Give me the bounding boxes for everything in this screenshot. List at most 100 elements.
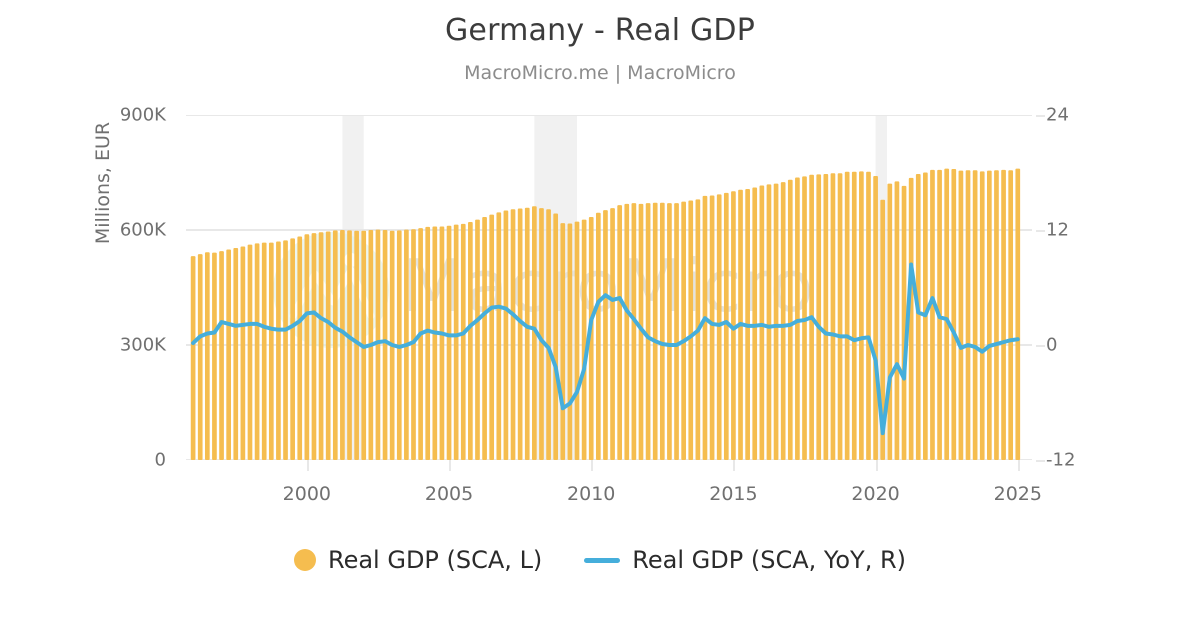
bar [1015, 168, 1021, 461]
bar [560, 223, 566, 460]
bar [844, 171, 850, 461]
bar [190, 256, 196, 460]
bar [489, 214, 495, 460]
x-axis-tick-mark [733, 460, 736, 471]
bar [930, 169, 935, 460]
bar [652, 202, 658, 460]
bar [859, 171, 864, 460]
bar [723, 192, 729, 460]
y-axis-left-tick-label: 0 [154, 449, 166, 471]
bar [524, 207, 530, 460]
x-axis-tick-mark [875, 460, 878, 471]
bar [773, 183, 779, 460]
bar [482, 216, 487, 460]
legend-circle-marker-icon [293, 549, 316, 571]
bar [247, 244, 253, 460]
bar [873, 175, 878, 460]
bar [567, 223, 573, 460]
bar [347, 230, 352, 460]
bar [546, 209, 551, 460]
bar [261, 242, 267, 460]
bar [539, 208, 544, 460]
bar [304, 234, 310, 460]
y-axis-right-tick-mark [1036, 460, 1045, 462]
plot-area: MacroMicro [186, 114, 1032, 461]
bar [645, 203, 651, 461]
y-axis-right-tick-mark [1036, 115, 1045, 117]
bar [759, 185, 765, 460]
y-axis-left-tick-label: 300K [119, 334, 166, 356]
bar [204, 252, 210, 460]
bar [716, 194, 722, 460]
bar [851, 171, 857, 461]
bar [595, 212, 601, 460]
bar [468, 221, 473, 460]
bar [496, 212, 502, 460]
bar [439, 226, 445, 460]
bar [297, 236, 303, 460]
y-axis-right-tick-mark [1036, 230, 1045, 232]
bar [411, 229, 416, 460]
bar [432, 226, 438, 460]
y-axis-right-tick-label: 0 [1046, 334, 1058, 356]
bar [283, 240, 288, 460]
bar [517, 208, 523, 460]
bar [1001, 169, 1006, 460]
bar [681, 201, 686, 460]
bar [510, 209, 516, 460]
bar [887, 183, 893, 460]
bar [752, 187, 758, 460]
bar [460, 223, 466, 460]
bar [731, 191, 736, 460]
bar [766, 184, 772, 460]
bar [553, 213, 559, 460]
bar [908, 177, 914, 460]
bar [233, 248, 239, 460]
bar [276, 241, 281, 460]
bar [219, 251, 224, 460]
bar [446, 225, 452, 460]
bar [425, 226, 431, 460]
bar [987, 170, 992, 460]
y-axis-left-title: Millions, EUR [92, 121, 114, 245]
bar [318, 232, 324, 460]
bar [212, 252, 217, 460]
bar [951, 169, 957, 461]
x-axis-tick-mark [449, 460, 452, 471]
bar [340, 230, 345, 460]
bar [375, 229, 381, 460]
line-series-real-gdp-yoy [191, 262, 1020, 436]
bar [588, 216, 594, 460]
legend-line-marker-icon [584, 557, 621, 563]
bar [702, 195, 708, 460]
bar [958, 170, 964, 460]
bar [837, 173, 843, 460]
bar [290, 238, 295, 460]
legend-item-real-gdp-sca[interactable]: Real GDP (SCA, L) [293, 546, 542, 574]
bar [965, 170, 971, 460]
y-axis-right-tick-label: 24 [1046, 104, 1069, 126]
y-axis-right-tick-mark [1036, 345, 1045, 347]
bar [268, 242, 274, 460]
bar [816, 174, 822, 461]
bar [638, 203, 644, 460]
y-axis-right-tick-label: -12 [1046, 449, 1076, 471]
y-axis-left-tick-label: 600K [119, 219, 166, 241]
bar [226, 249, 231, 460]
bar [631, 203, 637, 461]
bar [1008, 170, 1014, 460]
bar [667, 203, 672, 461]
chart-title: Germany - Real GDP [444, 13, 756, 48]
bar [901, 185, 907, 461]
bar [332, 230, 338, 460]
bar [197, 254, 203, 460]
y-axis-left-tick-label: 900K [119, 104, 166, 126]
bar [574, 221, 580, 460]
legend-label-real-gdp-sca-yoy: Real GDP (SCA, YoY, R) [632, 546, 906, 574]
bar [830, 173, 836, 460]
legend-item-real-gdp-sca-yoy[interactable]: Real GDP (SCA, YoY, R) [584, 546, 906, 574]
bar [688, 200, 694, 460]
bar [603, 210, 608, 460]
bar [624, 203, 630, 460]
